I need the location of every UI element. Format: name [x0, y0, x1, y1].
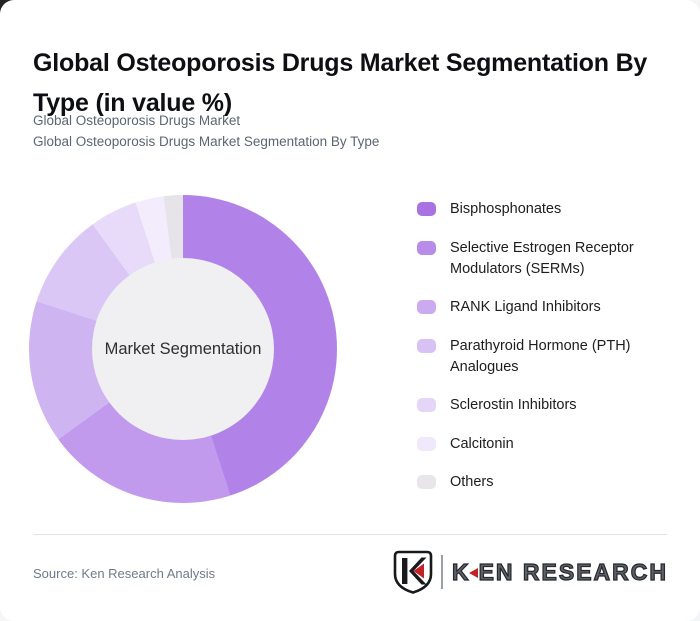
chart-subtitle: Global Osteoporosis Drugs Market Global …	[33, 110, 653, 152]
donut-center: Market Segmentation	[92, 258, 274, 440]
legend-item: Parathyroid Hormone (PTH) Analogues	[417, 336, 675, 378]
legend-item: Bisphosphonates	[417, 199, 675, 220]
legend-label: Calcitonin	[450, 435, 514, 452]
legend-swatch	[417, 240, 436, 255]
legend-swatch	[417, 398, 436, 412]
page-title: Global Osteoporosis Drugs Market Segment…	[33, 48, 648, 117]
ken-research-shield-icon	[393, 550, 433, 594]
legend-item: RANK Ligand Inhibitors	[417, 297, 675, 318]
legend-label: Parathyroid Hormone (PTH) Analogues	[450, 337, 631, 375]
legend-label: RANK Ligand Inhibitors	[450, 299, 601, 315]
source-note: Source: Ken Research Analysis	[33, 566, 216, 581]
footer-divider	[33, 534, 667, 535]
legend-label: Sclerostin Inhibitors	[450, 397, 577, 413]
wordmark-k: K	[451, 558, 471, 585]
legend-label: Bisphosphonates	[450, 201, 562, 217]
legend-swatch	[417, 436, 436, 451]
legend-item: Sclerostin Inhibitors	[417, 395, 675, 416]
subtitle-line-1: Global Osteoporosis Drugs Market	[33, 113, 241, 128]
donut-chart-area: Market Segmentation	[29, 195, 337, 503]
logo-wordmark: K EN RESEARCH	[451, 558, 668, 586]
legend-swatch	[417, 300, 436, 314]
legend-item: Selective Estrogen Receptor Modulators (…	[417, 238, 675, 280]
legend-label: Others	[450, 474, 494, 490]
subtitle-line-2: Global Osteoporosis Drugs Market Segment…	[33, 134, 380, 149]
legend-swatch	[417, 202, 436, 216]
legend-item: Others	[417, 472, 675, 493]
legend-swatch	[417, 475, 436, 489]
ken-research-logo: K EN RESEARCH	[393, 549, 668, 595]
chart-legend: Bisphosphonates Selective Estrogen Recep…	[417, 199, 675, 493]
legend-item: Calcitonin	[417, 434, 675, 455]
wordmark-rest: EN RESEARCH	[478, 558, 668, 585]
legend-swatch	[417, 338, 436, 353]
red-triangle-icon	[468, 568, 478, 578]
legend-label: Selective Estrogen Receptor Modulators (…	[450, 239, 634, 277]
donut-center-label: Market Segmentation	[104, 339, 262, 358]
logo-separator	[440, 555, 443, 589]
